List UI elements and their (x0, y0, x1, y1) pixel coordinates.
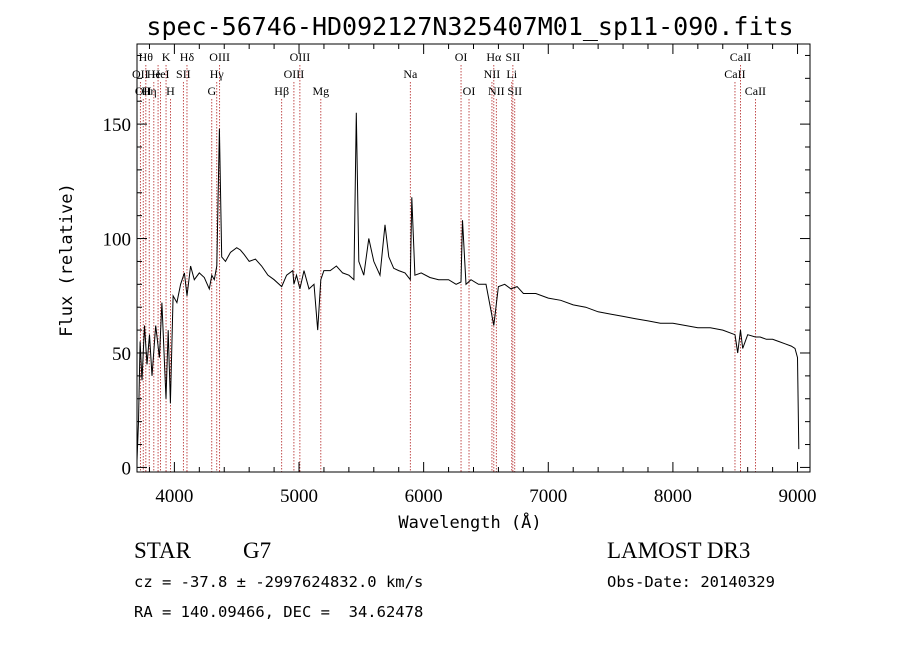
spectral-line-label: HeI (152, 67, 170, 81)
spectral-line-label: Li (506, 67, 517, 81)
spectral-line-label: Hη (142, 84, 157, 98)
spectral-line-label: OI (455, 50, 468, 64)
x-tick-label: 7000 (529, 486, 567, 507)
spectral-line-label: SII (507, 84, 522, 98)
spectral-line-label: Mg (312, 84, 329, 98)
spectral-line-label: OIII (209, 50, 230, 64)
spectral-line-label: Na (403, 67, 418, 81)
spectral-line-markers (139, 65, 756, 472)
spectral-line-label: Hγ (210, 67, 225, 81)
coordinates-readout: RA = 140.09466, DEC = 34.62478 (134, 603, 424, 621)
spectral-line-label: NII (488, 84, 505, 98)
spectral-line-label: CaII (724, 67, 745, 81)
spectral-line-label: OI (463, 84, 476, 98)
spectral-line-label: Hδ (180, 50, 195, 64)
y-tick-label: 150 (103, 115, 132, 136)
spectrum-line (136, 112, 800, 461)
y-axis-label: Flux (relative) (57, 183, 77, 337)
object-subclass: G7 (243, 538, 272, 563)
spectral-line-label: G (207, 84, 216, 98)
spectral-line-label: Hθ (139, 50, 154, 64)
spectral-line-label: CaII (745, 84, 766, 98)
object-class: STAR (134, 538, 191, 563)
y-tick-label: 100 (103, 230, 132, 251)
spectral-line-label: H (166, 84, 175, 98)
survey-name: LAMOST DR3 (607, 538, 751, 563)
x-tick-label: 8000 (654, 486, 692, 507)
spectral-line-label: OII (132, 67, 149, 81)
spectral-line-label: OIII (284, 67, 305, 81)
observation-date: Obs-Date: 20140329 (607, 573, 775, 591)
chart-title: spec-56746-HD092127N325407M01_sp11-090.f… (146, 12, 793, 41)
spectral-line-label: OII (135, 84, 152, 98)
spectral-line-label: SII (176, 67, 191, 81)
spectral-line-label: CaII (730, 50, 751, 64)
y-tick-label: 0 (122, 458, 132, 479)
spectral-line-label: SII (506, 50, 521, 64)
x-tick-label: 5000 (280, 486, 318, 507)
spectral-line-label: Hβ (274, 84, 289, 98)
redshift-readout: cz = -37.8 ± -2997624832.0 km/s (134, 573, 424, 591)
x-tick-label: 6000 (405, 486, 443, 507)
y-tick-label: 50 (112, 344, 131, 365)
spectral-line-label: K (162, 50, 171, 64)
spectral-line-label: He (147, 67, 161, 81)
x-tick-label: 4000 (155, 486, 193, 507)
plot-frame (136, 43, 811, 473)
spectral-line-label: Hα (486, 50, 502, 64)
spectral-line-label: NII (484, 67, 501, 81)
axis-ticks: 4000 5000 6000 7000 8000 9000 0 50 100 150 (103, 44, 817, 507)
x-axis-label: Wavelength (Å) (398, 511, 541, 533)
spectral-line-label: OIII (290, 50, 311, 64)
spectral-line-labels: OIIOIIHθHηHeHeIKHSIIHδGHγOIIIHβOIIIOIIIM… (132, 50, 766, 98)
x-tick-label: 9000 (779, 486, 817, 507)
